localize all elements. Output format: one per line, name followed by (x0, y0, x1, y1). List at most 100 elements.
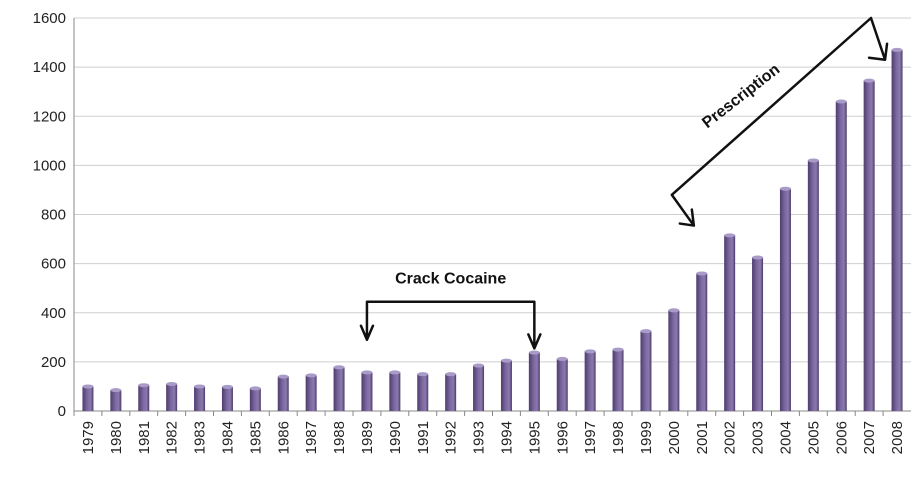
bar-cap-1985 (249, 386, 261, 391)
bar-cap-1980 (110, 388, 122, 393)
x-tick-label: 1998 (610, 421, 627, 454)
bar-2006 (835, 101, 847, 411)
y-tick-label: 200 (41, 354, 66, 371)
x-tick-label: 1987 (303, 421, 320, 454)
bar-1981 (138, 385, 150, 411)
x-tick-label: 1991 (415, 421, 432, 454)
x-tick-label: 1993 (471, 421, 488, 454)
bar-cap-2003 (752, 255, 764, 260)
bar-cap-1988 (333, 365, 345, 370)
bar-2004 (779, 188, 791, 411)
bar-2001 (696, 273, 708, 411)
x-tick-label: 1982 (164, 421, 181, 454)
bar-cap-2007 (863, 78, 875, 83)
x-tick-label: 2001 (694, 421, 711, 454)
bar-cap-1994 (500, 358, 512, 363)
bar-2003 (752, 257, 764, 411)
bar-cap-1992 (445, 372, 457, 377)
y-tick-label: 1400 (33, 59, 66, 76)
x-tick-label: 1986 (275, 421, 292, 454)
x-tick-label: 1992 (443, 421, 460, 454)
bar-cap-1999 (640, 329, 652, 334)
bar-cap-2000 (668, 308, 680, 313)
bar-cap-1981 (138, 383, 150, 388)
x-tick-label: 1995 (526, 421, 543, 454)
x-tick-label: 2006 (833, 421, 850, 454)
bar-1991 (417, 374, 429, 411)
x-tick-label: 1980 (108, 421, 125, 454)
bar-cap-1989 (361, 370, 373, 375)
bar-1997 (584, 351, 596, 411)
prescription-label: Prescription (699, 61, 783, 132)
bar-1999 (640, 331, 652, 411)
bar-cap-1979 (82, 384, 94, 389)
x-tick-label: 2005 (805, 421, 822, 454)
y-tick-label: 800 (41, 207, 66, 224)
x-tick-label: 2000 (666, 421, 683, 454)
y-tick-label: 0 (58, 403, 66, 420)
bar-2007 (863, 80, 875, 412)
bar-cap-1993 (473, 363, 485, 368)
x-tick-label: 1990 (387, 421, 404, 454)
bar-cap-1996 (556, 356, 568, 361)
bar-cap-1997 (584, 349, 596, 354)
bar-2002 (724, 235, 736, 411)
bar-1989 (361, 372, 373, 411)
bar-cap-2008 (891, 47, 903, 52)
x-tick-label: 2007 (861, 421, 878, 454)
x-tick-label: 1997 (582, 421, 599, 454)
y-tick-label: 1200 (33, 108, 66, 125)
bar-cap-2006 (835, 99, 847, 104)
bar-cap-1987 (305, 373, 317, 378)
bars (82, 47, 903, 412)
y-tick-label: 600 (41, 256, 66, 273)
bar-cap-1982 (166, 381, 178, 386)
x-tick-label: 1985 (247, 421, 264, 454)
bar-1983 (194, 386, 206, 411)
bar-cap-1986 (277, 374, 289, 379)
crack-cocaine-label: Crack Cocaine (395, 270, 506, 287)
bar-2008 (891, 49, 903, 412)
bar-1994 (500, 360, 512, 411)
bar-cap-2004 (779, 186, 791, 191)
x-tick-label: 2008 (889, 421, 906, 454)
bar-cap-1995 (528, 350, 540, 355)
bar-cap-2005 (807, 158, 819, 163)
bar-1992 (445, 374, 457, 411)
bar-2000 (668, 310, 680, 411)
y-tick-label: 1000 (33, 157, 66, 174)
bar-cap-2001 (696, 271, 708, 276)
bar-cap-1990 (389, 370, 401, 375)
bar-1982 (166, 383, 178, 411)
x-tick-label: 2004 (777, 421, 794, 454)
x-tick-label: 1994 (498, 421, 515, 454)
bar-1987 (305, 375, 317, 411)
gridlines (73, 17, 911, 412)
x-tick-label: 2002 (722, 421, 739, 454)
x-axis-ticks: 1979 1980 1981 1982 1983 1984 1985 1986 1987 1988… (73, 411, 906, 454)
bar-cap-1991 (417, 372, 429, 377)
x-tick-label: 1981 (136, 421, 153, 454)
x-tick-label: 2003 (750, 421, 767, 454)
y-tick-label: 1600 (33, 10, 66, 27)
bar-cap-2002 (724, 233, 736, 238)
crack-cocaine-bracket-arrow (359, 300, 542, 350)
x-tick-label: 1989 (359, 421, 376, 454)
bar-1990 (389, 372, 401, 411)
x-tick-label: 1999 (638, 421, 655, 454)
bar-cap-1998 (612, 347, 624, 352)
bar-1996 (556, 358, 568, 411)
bar-cap-1983 (194, 384, 206, 389)
bar-2005 (807, 160, 819, 411)
bar-1993 (473, 365, 485, 411)
x-tick-label: 1983 (192, 421, 209, 454)
y-axis-ticks: 0 200 400 600 800 1000 1200 1400 1600 (33, 10, 66, 420)
bar-1986 (277, 376, 289, 411)
bar-cap-1984 (221, 384, 233, 389)
bar-1995 (528, 352, 540, 411)
bar-1988 (333, 367, 345, 411)
x-tick-label: 1979 (80, 421, 97, 454)
bar-1998 (612, 349, 624, 411)
x-tick-label: 1988 (331, 421, 348, 454)
